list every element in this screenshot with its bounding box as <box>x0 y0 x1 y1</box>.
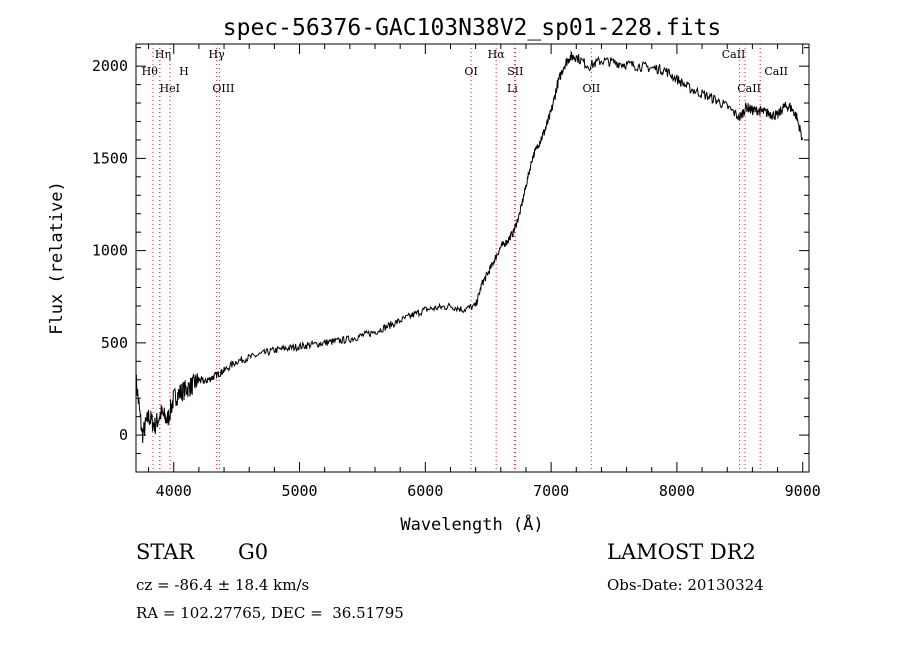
redshift-text: cz = -86.4 ± 18.4 km/s <box>136 576 310 594</box>
spectral-line-label: H <box>179 65 189 78</box>
coordinates-text: RA = 102.27765, DEC = 36.51795 <box>136 604 404 622</box>
object-class: STAR <box>136 540 195 564</box>
spectral-line-label: OI <box>464 65 477 78</box>
spectral-line-label: CaII <box>722 48 746 61</box>
y-tick-label: 1500 <box>92 149 128 167</box>
y-axis-label: Flux (relative) <box>47 181 67 335</box>
survey-name: LAMOST DR2 <box>607 540 756 564</box>
spectral-line-label: Hη <box>155 48 171 61</box>
spectral-line-label: OII <box>583 82 601 95</box>
spectral-line-markers <box>152 44 761 472</box>
y-tick-label: 1000 <box>92 242 128 260</box>
x-tick-label: 8000 <box>659 482 695 500</box>
chart-title: spec-56376-GAC103N38V2_sp01-228.fits <box>223 15 722 41</box>
spectral-line-label: SII <box>507 65 523 78</box>
spectral-line-label: HeI <box>160 82 180 95</box>
x-tick-label: 9000 <box>785 482 821 500</box>
x-tick-label: 7000 <box>533 482 569 500</box>
obs-date-text: Obs-Date: 20130324 <box>607 576 764 594</box>
plot-frame <box>135 43 810 473</box>
spectral-line-label: Hθ <box>142 65 159 78</box>
object-subclass: G0 <box>238 540 269 564</box>
y-tick-label: 2000 <box>92 57 128 75</box>
x-tick-label: 4000 <box>156 482 192 500</box>
spectral-line-label: CaII <box>764 65 788 78</box>
x-tick-label: 6000 <box>407 482 443 500</box>
x-axis: 4000 5000 6000 7000 8000 9000 <box>148 44 821 500</box>
spectral-line-label: CaII <box>737 82 761 95</box>
y-tick-label: 0 <box>119 426 128 444</box>
x-axis-label: Wavelength (Å) <box>400 513 543 535</box>
y-axis: 0 500 1000 1500 2000 <box>92 47 809 455</box>
spectral-line-label: Hγ <box>209 48 226 61</box>
y-tick-label: 500 <box>101 334 128 352</box>
spectral-line-label: Li <box>507 82 518 95</box>
spectral-line-label: Hα <box>488 48 506 61</box>
spectrum-series-line <box>135 50 804 444</box>
x-tick-label: 5000 <box>281 482 317 500</box>
spectral-line-label: OIII <box>212 82 234 95</box>
